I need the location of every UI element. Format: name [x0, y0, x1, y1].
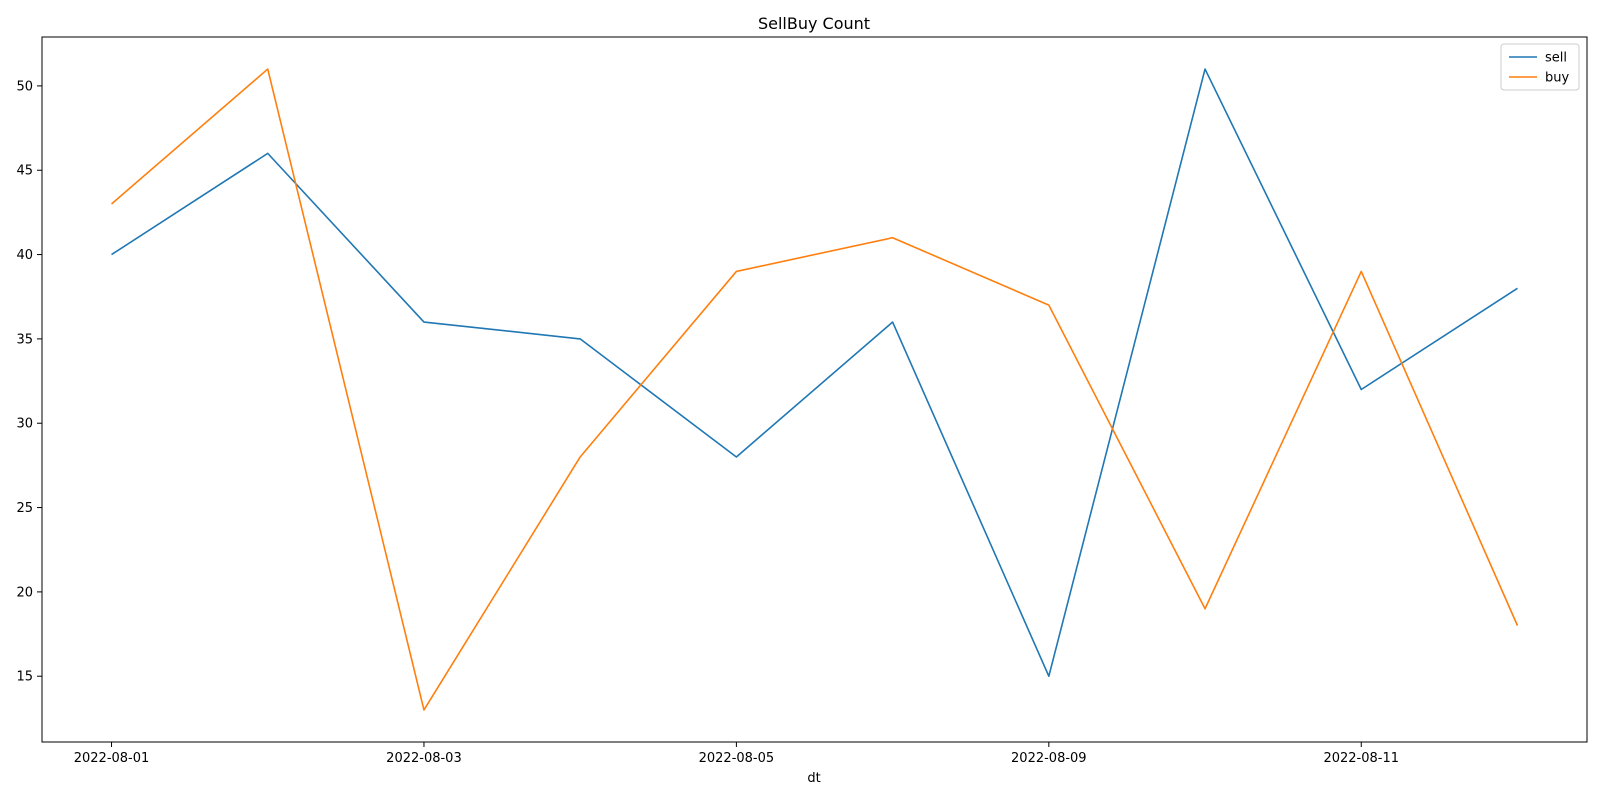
legend-box [1500, 43, 1580, 91]
chart-title: SellBuy Count [758, 14, 870, 33]
y-tick-label: 30 [16, 417, 33, 432]
y-tick-label: 40 [16, 248, 33, 263]
series-line-sell [111, 68, 1518, 678]
x-tick-label: 2022-08-09 [1011, 751, 1087, 766]
legend: sell buy [1500, 43, 1580, 91]
axes-frame [41, 36, 1588, 743]
y-tick-label: 50 [16, 79, 33, 94]
legend-label-sell: sell [1545, 51, 1567, 66]
x-tick-label: 2022-08-05 [699, 751, 775, 766]
x-tick-label: 2022-08-11 [1323, 751, 1399, 766]
x-tick-label: 2022-08-03 [386, 751, 462, 766]
plot-area: 15 20 25 30 35 40 45 50 2022-08-01 2022-08-03 2022… [16, 36, 1588, 766]
y-tick-label: 45 [16, 164, 33, 179]
y-tick-label: 25 [16, 501, 33, 516]
y-tick-label: 20 [16, 585, 33, 600]
legend-label-buy: buy [1545, 71, 1569, 86]
x-tick-label: 2022-08-01 [74, 751, 150, 766]
y-tick-label: 35 [16, 332, 33, 347]
x-axis-label: dt [807, 771, 820, 786]
series-line-buy [110, 68, 1519, 711]
y-tick-label: 15 [16, 670, 33, 685]
